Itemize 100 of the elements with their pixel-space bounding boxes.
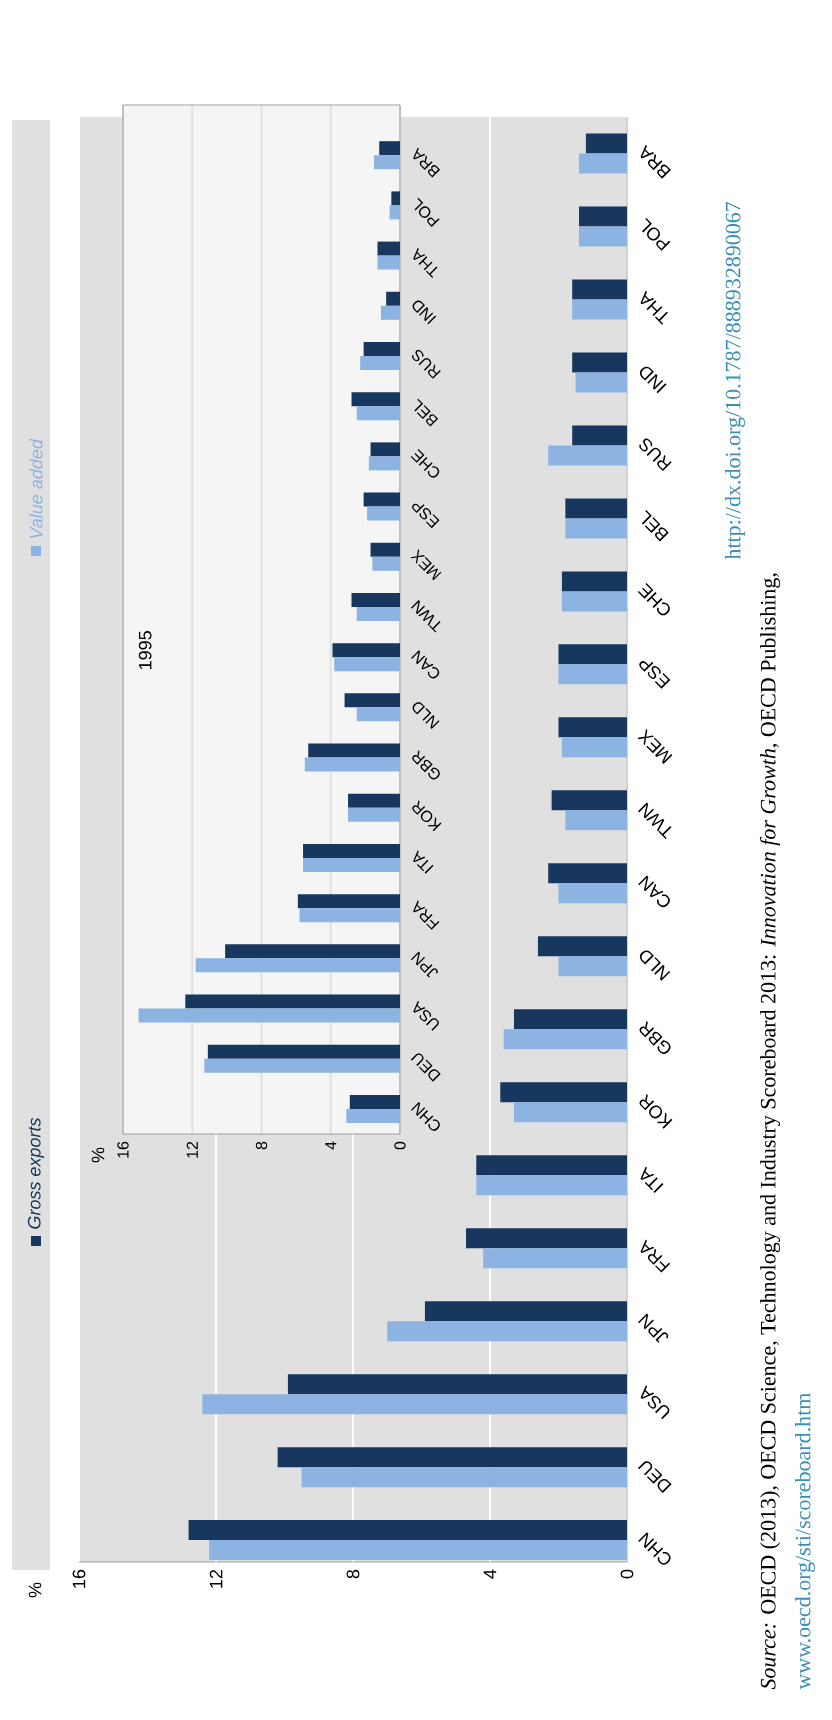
bar (138, 1008, 400, 1023)
x-tick-label: 4 (325, 1141, 337, 1150)
bar (287, 1374, 627, 1395)
bar (304, 757, 400, 772)
bar (356, 606, 400, 621)
x-tick-label: 12 (186, 1141, 198, 1158)
bar (299, 908, 400, 923)
bar (391, 191, 400, 206)
bar (551, 790, 627, 811)
bar (575, 372, 627, 393)
bar (558, 644, 627, 665)
bar (351, 592, 400, 607)
bar (332, 643, 400, 658)
bar (377, 241, 400, 256)
text: www.oecd.org/sti/scoreboard.htm (795, 1393, 815, 1690)
bar (370, 542, 400, 557)
bar (344, 693, 400, 708)
text: Source: OECD (2013), OECD Science, Technology and Industry Scoreboard 2013: Innovation for Growth, OECD Publishing, (759, 573, 781, 1690)
bar (348, 793, 400, 808)
y-tick-label: JPN (638, 1313, 669, 1343)
bar (389, 205, 400, 220)
bar (565, 498, 627, 519)
bar (466, 1228, 627, 1249)
bar (303, 843, 400, 858)
bar (548, 445, 627, 466)
bar (297, 894, 400, 909)
bar (202, 1394, 627, 1415)
bar (204, 1058, 400, 1073)
bar (334, 657, 400, 672)
x-tick-label: 16 (117, 1141, 129, 1158)
bar (188, 1520, 627, 1541)
bar (349, 1094, 400, 1109)
bar (585, 133, 627, 154)
bar (348, 807, 400, 822)
bar (483, 1248, 627, 1269)
y-tick-label: ESP (412, 503, 440, 529)
bar (558, 883, 627, 904)
y-tick-label: IND (412, 300, 437, 325)
text: % (28, 1582, 42, 1598)
bar (558, 664, 627, 685)
bar (368, 456, 400, 471)
bar (207, 1044, 400, 1059)
x-tick-label: 12 (209, 1570, 223, 1588)
x-tick-label: 8 (346, 1569, 360, 1579)
bar (513, 1102, 627, 1123)
bar (356, 707, 400, 722)
bar (424, 1301, 627, 1322)
y-tick-label: NLD (412, 702, 440, 730)
x-tick-label: 8 (255, 1141, 268, 1150)
bar (579, 226, 627, 247)
bar (356, 406, 400, 421)
x-tick-label: 0 (620, 1569, 634, 1579)
bar (572, 299, 627, 320)
bar (579, 206, 627, 227)
bar (380, 305, 400, 320)
x-tick-label: 16 (72, 1569, 86, 1588)
bar (572, 352, 627, 373)
bar (476, 1175, 627, 1196)
y-tick-label: IND (639, 366, 667, 394)
bar (572, 425, 627, 446)
bar (308, 743, 400, 758)
bar (387, 1321, 627, 1342)
bar (565, 518, 627, 539)
bar (370, 442, 400, 457)
bar (379, 141, 400, 156)
bar (561, 571, 627, 592)
bar (386, 291, 400, 306)
bar (209, 1540, 627, 1561)
bar (374, 155, 400, 170)
y-tick-label: ITA (413, 850, 434, 874)
y-tick-label: ESP (639, 661, 671, 689)
annotation: % (91, 1147, 105, 1163)
bar (558, 956, 627, 977)
bar (561, 591, 627, 612)
bar (558, 717, 627, 738)
bar (351, 392, 400, 407)
bar (363, 492, 400, 507)
bar (372, 556, 400, 571)
text: Gross exports (27, 1117, 45, 1229)
bar (579, 153, 627, 174)
bar (277, 1447, 627, 1468)
bar (565, 810, 627, 831)
bar (185, 994, 400, 1009)
bar (377, 255, 400, 270)
bar (476, 1155, 627, 1176)
bar (500, 1082, 627, 1103)
bar (503, 1029, 627, 1050)
x-tick-label: 4 (483, 1569, 497, 1579)
bar (225, 944, 400, 959)
bar (572, 279, 627, 300)
text: Value added (29, 438, 43, 539)
bar (513, 1009, 627, 1030)
bar (303, 857, 400, 872)
bar (195, 958, 400, 973)
bar (561, 737, 627, 758)
bar (367, 506, 400, 521)
bar (363, 341, 400, 356)
bar (537, 936, 627, 957)
text: 1995 (138, 631, 152, 670)
bar (548, 863, 627, 884)
